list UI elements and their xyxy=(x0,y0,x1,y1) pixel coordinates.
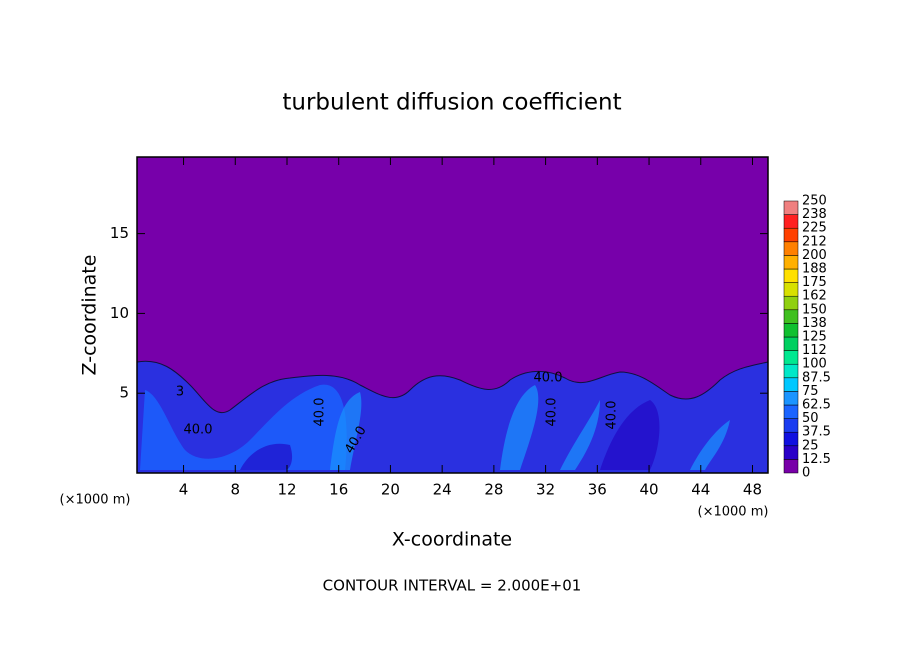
contour-label: 40.0 xyxy=(313,398,328,427)
contour-label: 3 xyxy=(176,385,184,400)
colorbar-label: 25 xyxy=(802,438,819,453)
colorbar-segment xyxy=(783,200,799,215)
x-tick-label: 8 xyxy=(230,481,240,499)
y-tick-label: 10 xyxy=(110,304,129,322)
colorbar-label: 250 xyxy=(802,194,827,209)
x-tick-label: 24 xyxy=(433,481,452,499)
contour-label: 40.0 xyxy=(605,401,620,430)
colorbar-label: 75 xyxy=(802,384,819,399)
colorbar-segment xyxy=(783,282,799,297)
field-region xyxy=(330,385,730,470)
x-unit-label: (×1000 m) xyxy=(60,493,131,508)
colorbar-label: 50 xyxy=(802,411,819,426)
field-region xyxy=(140,384,347,470)
x-tick-label: 36 xyxy=(588,481,607,499)
contour-label: 40.0 xyxy=(184,423,213,438)
colorbar-segment xyxy=(783,391,799,406)
x-tick-label: 48 xyxy=(743,481,762,499)
colorbar-label: 100 xyxy=(802,357,827,372)
colorbar-label: 238 xyxy=(802,207,827,222)
x-tick-label: 20 xyxy=(381,481,400,499)
colorbar-segment xyxy=(783,323,799,338)
x-tick-label: 32 xyxy=(536,481,555,499)
colorbar-label: 175 xyxy=(802,275,827,290)
colorbar-segment xyxy=(783,377,799,392)
colorbar-segment xyxy=(783,418,799,433)
colorbar-label: 125 xyxy=(802,330,827,345)
colorbar-segment xyxy=(783,255,799,270)
colorbar-label: 62.5 xyxy=(802,398,831,413)
colorbar-label: 162 xyxy=(802,289,827,304)
contour-label: 40.0 xyxy=(534,371,563,386)
y-tick-label: 15 xyxy=(110,224,129,242)
x-tick-label: 16 xyxy=(329,481,348,499)
colorbar-segment xyxy=(783,459,799,474)
colorbar-label: 12.5 xyxy=(802,452,831,467)
x-tick-label: 12 xyxy=(277,481,296,499)
plot-frame xyxy=(136,156,769,474)
colorbar-segment xyxy=(783,350,799,365)
x-tick-label: 40 xyxy=(639,481,658,499)
field xyxy=(136,157,769,474)
x-tick-label: 44 xyxy=(691,481,710,499)
colorbar-label: 188 xyxy=(802,262,827,277)
x-tick-label: 28 xyxy=(484,481,503,499)
colorbar-segment xyxy=(783,241,799,256)
colorbar-label: 112 xyxy=(802,343,827,358)
y-tick-label: 5 xyxy=(119,384,129,402)
colorbar-label: 150 xyxy=(802,302,827,317)
colorbar-segment xyxy=(783,214,799,229)
colorbar-label: 200 xyxy=(802,248,827,263)
y-axis-label: Z-coordinate xyxy=(79,255,101,376)
colorbar-segment xyxy=(783,363,799,379)
colorbar-segment xyxy=(783,309,799,324)
chart-title: turbulent diffusion coefficient xyxy=(282,90,621,116)
colorbar-segment xyxy=(783,295,799,311)
footer: CONTOUR INTERVAL = 2.000E+01 xyxy=(323,577,582,595)
colorbar-label: 225 xyxy=(802,221,827,236)
colorbar-segment xyxy=(783,336,799,351)
colorbar-segment xyxy=(783,431,799,447)
field-region xyxy=(240,400,660,470)
colorbar-segment xyxy=(783,268,799,283)
colorbar-label: 138 xyxy=(802,316,827,331)
colorbar-label: 37.5 xyxy=(802,425,831,440)
x-axis-label: X-coordinate xyxy=(392,529,512,551)
colorbar-label: 0 xyxy=(802,466,810,481)
contour-label: 40.0 xyxy=(545,398,560,427)
colorbar-label: 212 xyxy=(802,234,827,249)
colorbar-segment xyxy=(783,227,799,243)
colorbar-label: 87.5 xyxy=(802,370,831,385)
colorbar-segment xyxy=(783,445,799,460)
x-tick-label: 4 xyxy=(179,481,189,499)
x-unit-label: (×1000 m) xyxy=(698,505,769,520)
colorbar-segment xyxy=(783,404,799,419)
